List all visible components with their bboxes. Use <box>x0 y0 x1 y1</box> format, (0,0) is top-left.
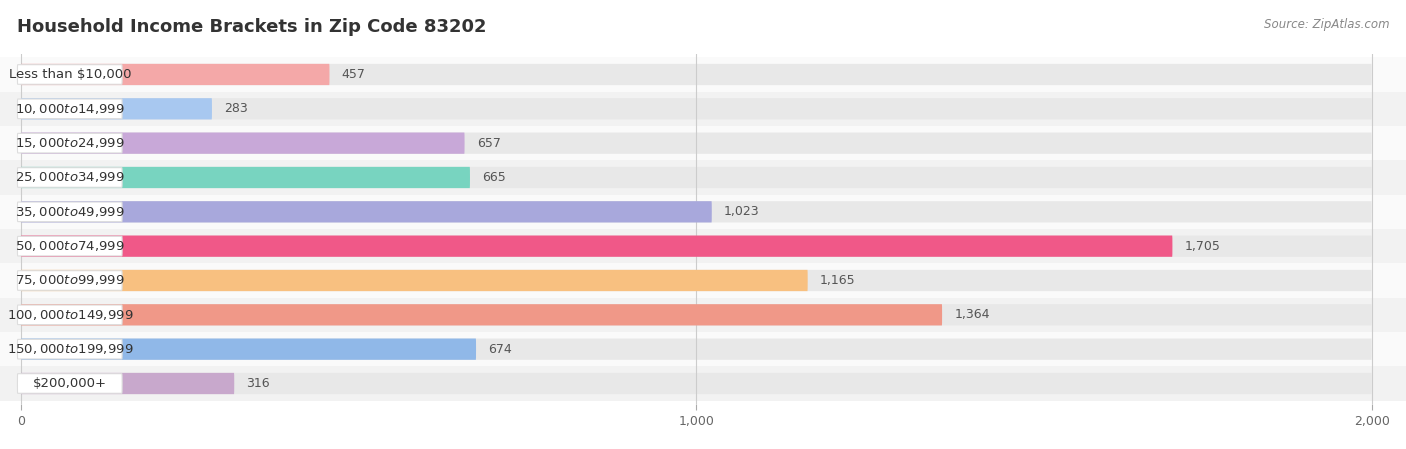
FancyBboxPatch shape <box>17 133 122 153</box>
Text: 1,165: 1,165 <box>820 274 855 287</box>
FancyBboxPatch shape <box>21 270 807 291</box>
FancyBboxPatch shape <box>21 98 1372 119</box>
Text: $35,000 to $49,999: $35,000 to $49,999 <box>15 205 125 219</box>
Text: $150,000 to $199,999: $150,000 to $199,999 <box>7 342 134 356</box>
FancyBboxPatch shape <box>17 65 122 84</box>
FancyBboxPatch shape <box>17 236 122 256</box>
Text: 283: 283 <box>224 102 247 115</box>
FancyBboxPatch shape <box>17 339 122 359</box>
FancyBboxPatch shape <box>21 304 1372 326</box>
Text: $10,000 to $14,999: $10,000 to $14,999 <box>15 102 125 116</box>
Text: 665: 665 <box>482 171 506 184</box>
FancyBboxPatch shape <box>21 201 711 222</box>
FancyBboxPatch shape <box>21 64 329 85</box>
Text: 1,364: 1,364 <box>955 308 990 321</box>
FancyBboxPatch shape <box>21 132 464 154</box>
FancyBboxPatch shape <box>21 304 942 326</box>
FancyBboxPatch shape <box>0 57 1406 92</box>
FancyBboxPatch shape <box>21 167 1372 188</box>
FancyBboxPatch shape <box>17 305 122 325</box>
Text: Less than $10,000: Less than $10,000 <box>8 68 131 81</box>
Text: 316: 316 <box>246 377 270 390</box>
FancyBboxPatch shape <box>0 160 1406 195</box>
FancyBboxPatch shape <box>21 270 1372 291</box>
FancyBboxPatch shape <box>21 132 1372 154</box>
Text: $200,000+: $200,000+ <box>32 377 107 390</box>
FancyBboxPatch shape <box>21 236 1173 257</box>
FancyBboxPatch shape <box>21 201 1372 222</box>
FancyBboxPatch shape <box>21 236 1372 257</box>
FancyBboxPatch shape <box>0 126 1406 160</box>
Text: $25,000 to $34,999: $25,000 to $34,999 <box>15 171 125 185</box>
Text: 1,023: 1,023 <box>724 205 759 218</box>
FancyBboxPatch shape <box>17 271 122 291</box>
Text: $15,000 to $24,999: $15,000 to $24,999 <box>15 136 125 150</box>
Text: $75,000 to $99,999: $75,000 to $99,999 <box>15 273 125 287</box>
Text: 1,705: 1,705 <box>1185 240 1220 253</box>
Text: 457: 457 <box>342 68 366 81</box>
Text: Household Income Brackets in Zip Code 83202: Household Income Brackets in Zip Code 83… <box>17 18 486 36</box>
FancyBboxPatch shape <box>0 366 1406 401</box>
FancyBboxPatch shape <box>0 332 1406 366</box>
FancyBboxPatch shape <box>17 167 122 187</box>
Text: 657: 657 <box>477 136 501 150</box>
FancyBboxPatch shape <box>17 374 122 393</box>
FancyBboxPatch shape <box>21 373 235 394</box>
FancyBboxPatch shape <box>21 167 470 188</box>
FancyBboxPatch shape <box>21 339 477 360</box>
FancyBboxPatch shape <box>17 202 122 222</box>
Text: $50,000 to $74,999: $50,000 to $74,999 <box>15 239 125 253</box>
FancyBboxPatch shape <box>0 229 1406 263</box>
FancyBboxPatch shape <box>21 373 1372 394</box>
Text: Source: ZipAtlas.com: Source: ZipAtlas.com <box>1264 18 1389 31</box>
FancyBboxPatch shape <box>0 298 1406 332</box>
FancyBboxPatch shape <box>0 195 1406 229</box>
Text: $100,000 to $149,999: $100,000 to $149,999 <box>7 308 134 322</box>
FancyBboxPatch shape <box>0 92 1406 126</box>
FancyBboxPatch shape <box>0 263 1406 298</box>
Text: 674: 674 <box>488 343 512 356</box>
FancyBboxPatch shape <box>21 339 1372 360</box>
FancyBboxPatch shape <box>17 99 122 119</box>
FancyBboxPatch shape <box>21 64 1372 85</box>
FancyBboxPatch shape <box>21 98 212 119</box>
